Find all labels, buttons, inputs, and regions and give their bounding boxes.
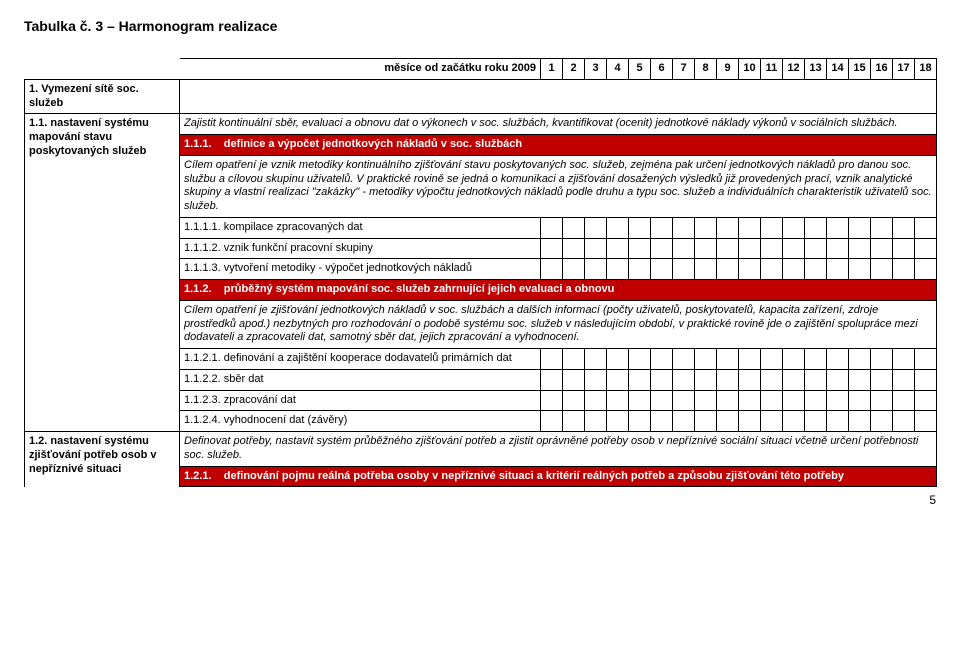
- subsection-num: 1.1.1.: [184, 138, 212, 150]
- task-1121: 1.1.2.1. definování a zajištění kooperac…: [180, 349, 541, 370]
- months-label: měsíce od začátku roku 2009: [180, 59, 541, 80]
- task-row: 1.1.2.4. vyhodnocení dat (závěry): [25, 411, 937, 432]
- month-col: 13: [805, 59, 827, 80]
- month-col: 6: [651, 59, 673, 80]
- month-col: 7: [673, 59, 695, 80]
- month-col: 2: [563, 59, 585, 80]
- table-header-row: měsíce od začátku roku 2009 1 2 3 4 5 6 …: [25, 59, 937, 80]
- section-1-row: 1. Vymezení sítě soc. služeb: [25, 79, 937, 114]
- task-row: 1.1.2.3. zpracování dat: [25, 390, 937, 411]
- subsection-title: definice a výpočet jednotkových nákladů …: [224, 138, 522, 150]
- month-col: 4: [607, 59, 629, 80]
- section-1-1-label: 1.1. nastavení systému mapování stavu po…: [25, 114, 180, 349]
- month-col: 5: [629, 59, 651, 80]
- month-col: 15: [849, 59, 871, 80]
- subsection-1-1-2-body: Cílem opatření je zjišťování jednotkovýc…: [180, 300, 937, 348]
- month-col: 18: [915, 59, 937, 80]
- task-1111: 1.1.1.1. kompilace zpracovaných dat: [180, 217, 541, 238]
- page-number: 5: [24, 493, 936, 507]
- task-1113: 1.1.1.3. vytvoření metodiky - výpočet je…: [180, 259, 541, 280]
- subsection-1-1-1-body: Cílem opatření je vznik metodiky kontinu…: [180, 155, 937, 217]
- task-1124: 1.1.2.4. vyhodnocení dat (závěry): [180, 411, 541, 432]
- section-1-2-label: 1.2. nastavení systému zjišťování potřeb…: [25, 432, 180, 487]
- month-col: 10: [739, 59, 761, 80]
- subsection-num: 1.2.1.: [184, 470, 212, 482]
- month-col: 16: [871, 59, 893, 80]
- month-col: 3: [585, 59, 607, 80]
- section-1-2-body: Definovat potřeby, nastavit systém průbě…: [180, 432, 937, 467]
- task-1122: 1.1.2.2. sběr dat: [180, 369, 541, 390]
- month-col: 14: [827, 59, 849, 80]
- task-row: 1.1.2.2. sběr dat: [25, 369, 937, 390]
- month-col: 8: [695, 59, 717, 80]
- section-1-1-body: Zajistit kontinuální sběr, evaluaci a ob…: [180, 114, 937, 135]
- schedule-table: měsíce od začátku roku 2009 1 2 3 4 5 6 …: [24, 58, 937, 487]
- task-1112: 1.1.1.2. vznik funkční pracovní skupiny: [180, 238, 541, 259]
- subsection-num: 1.1.2.: [184, 283, 212, 295]
- month-col: 11: [761, 59, 783, 80]
- month-col: 1: [541, 59, 563, 80]
- section-1-label: 1. Vymezení sítě soc. služeb: [25, 79, 180, 114]
- month-col: 17: [893, 59, 915, 80]
- subsection-title: průběžný systém mapování soc. služeb zah…: [224, 283, 615, 295]
- month-col: 12: [783, 59, 805, 80]
- task-row: 1.1.2.1. definování a zajištění kooperac…: [25, 349, 937, 370]
- subsection-title: definování pojmu reálná potřeba osoby v …: [224, 470, 844, 482]
- month-col: 9: [717, 59, 739, 80]
- section-1-2-row: 1.2. nastavení systému zjišťování potřeb…: [25, 432, 937, 467]
- task-1123: 1.1.2.3. zpracování dat: [180, 390, 541, 411]
- section-1-1-row: 1.1. nastavení systému mapování stavu po…: [25, 114, 937, 135]
- page-title: Tabulka č. 3 – Harmonogram realizace: [24, 18, 936, 34]
